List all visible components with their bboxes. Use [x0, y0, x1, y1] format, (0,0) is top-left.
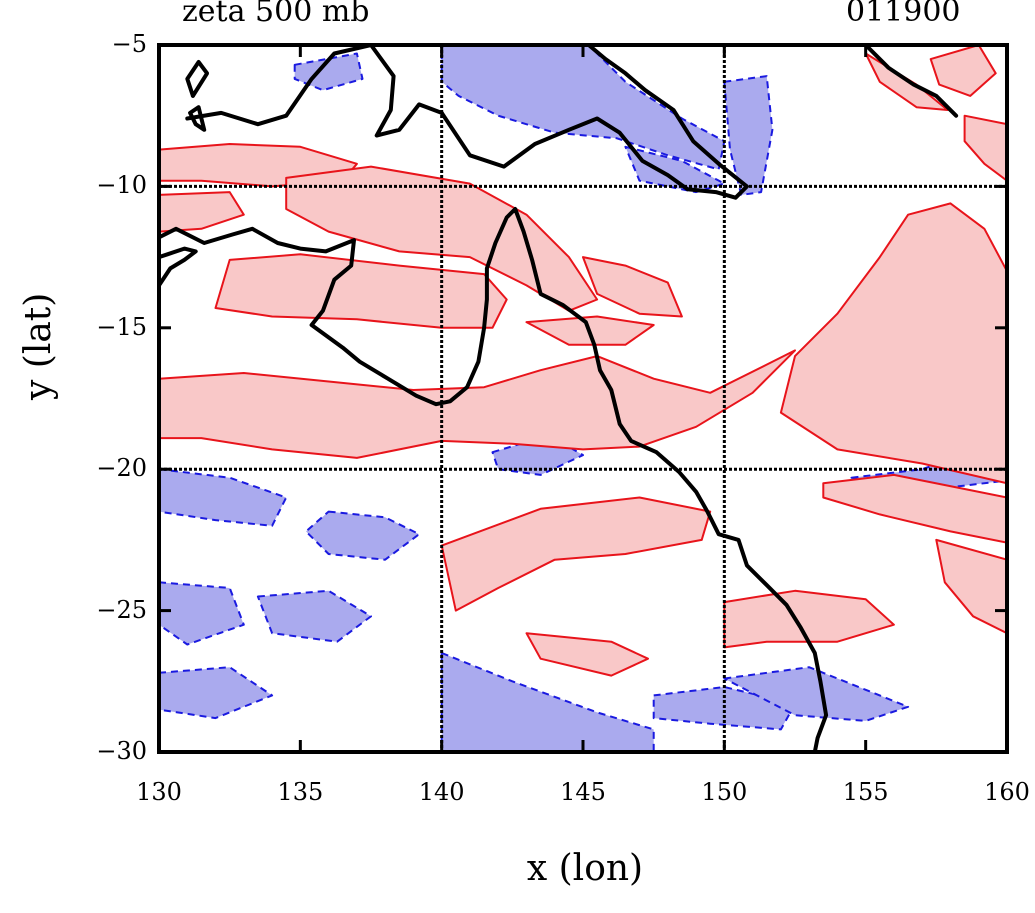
- coastline-segment-4: [159, 246, 198, 288]
- negative-vorticity-region-11: [723, 666, 910, 722]
- x-tick-label: 155: [842, 778, 889, 806]
- y-axis-label: y (lat): [18, 292, 59, 400]
- positive-vorticity-region-3: [214, 253, 508, 329]
- chart-title: zeta 500 mb: [182, 0, 370, 29]
- positive-vorticity-region-7: [779, 202, 1007, 485]
- positive-vorticity-region-14: [929, 45, 997, 97]
- y-tick-label: −15: [96, 312, 147, 341]
- x-tick-label: 145: [560, 778, 606, 806]
- x-tick-label: 130: [136, 778, 182, 806]
- x-tick-label: 140: [418, 778, 465, 806]
- coastline-segment-3: [159, 207, 829, 752]
- y-tick-label: −10: [96, 171, 147, 200]
- negative-vorticity-region-10: [652, 686, 796, 731]
- coastline-segment-0: [185, 45, 444, 138]
- positive-vorticity-region-12: [935, 538, 1007, 635]
- y-tick-label: −20: [96, 454, 147, 483]
- negative-vorticity-region-0: [440, 45, 726, 171]
- y-tick-label: −30: [96, 737, 147, 765]
- negative-vorticity-region-4: [159, 468, 288, 527]
- positive-vorticity-region-4: [159, 349, 796, 459]
- x-tick-label: 160: [984, 778, 1030, 806]
- positive-vorticity-region-10: [723, 589, 895, 649]
- negative-vorticity-region-9: [440, 652, 655, 752]
- negative-vorticity-region-5: [305, 510, 421, 561]
- positive-vorticity-region-1: [159, 191, 245, 233]
- y-tick-label: −5: [111, 30, 147, 58]
- x-tick-label: 150: [701, 778, 748, 806]
- positive-vorticity-region-15: [963, 114, 1007, 182]
- coastline-segment-6: [188, 105, 207, 132]
- negative-vorticity-region-7: [256, 589, 372, 643]
- y-tick-label: −25: [96, 595, 147, 624]
- coastline-segment-2: [863, 45, 959, 118]
- positive-vorticity-region-6: [582, 256, 683, 318]
- coastline-segment-5: [185, 60, 210, 98]
- negative-vorticity-region-8: [159, 666, 274, 720]
- positive-vorticity-region-8: [440, 496, 712, 612]
- positive-vorticity-region-9: [525, 632, 649, 677]
- chart-date-label: 011900: [846, 0, 961, 29]
- x-axis-label: x (lon): [526, 848, 644, 889]
- coastline-segment-1: [439, 45, 749, 200]
- negative-vorticity-region-6: [159, 581, 245, 646]
- positive-vorticity-region-11: [822, 473, 1007, 544]
- x-tick-label: 135: [277, 778, 324, 806]
- negative-vorticity-region-2: [723, 75, 774, 196]
